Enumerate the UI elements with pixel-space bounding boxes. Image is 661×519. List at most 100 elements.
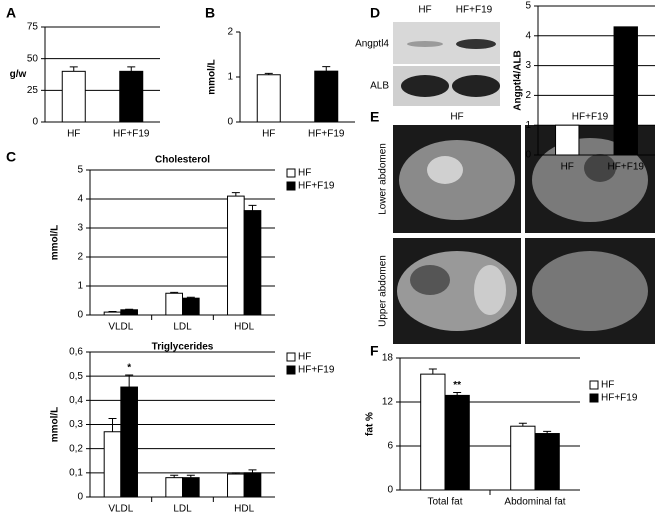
y-tick-label: 2 (77, 252, 83, 263)
legend-label: HF+F19 (601, 393, 638, 404)
mri-organ (427, 156, 463, 184)
panel-label: A (6, 5, 16, 21)
y-axis-label: mmol/L (50, 225, 61, 261)
bar (227, 195, 245, 316)
y-axis-label: Angptl4/ALB (513, 50, 524, 111)
column-label: HF (450, 112, 463, 123)
error-bar (108, 311, 117, 313)
y-tick-label: 0,2 (69, 443, 83, 454)
x-tick-label: HDL (234, 504, 254, 515)
y-tick-label: 25 (27, 85, 39, 96)
y-axis-label: mmol/L (50, 407, 61, 443)
bar (103, 311, 122, 316)
error-bar (231, 472, 240, 475)
x-tick-label: HF (262, 129, 275, 140)
bar (613, 26, 638, 156)
y-tick-label: 5 (525, 1, 531, 12)
y-tick-label: 12 (382, 397, 394, 408)
y-tick-label: 0,4 (69, 395, 83, 406)
y-tick-label: 1 (227, 72, 233, 83)
y-tick-label: 0 (77, 310, 83, 321)
y-tick-label: 2 (525, 90, 531, 101)
bar (119, 70, 144, 123)
x-tick-label: HF+F19 (608, 162, 645, 173)
row-label: Lower abdomen (378, 143, 389, 215)
legend-swatch (286, 352, 296, 362)
y-tick-label: 1 (77, 281, 83, 292)
mri-organ (584, 154, 616, 182)
x-tick-label: VLDL (108, 322, 133, 333)
y-tick-label: 0 (387, 485, 393, 496)
mri (393, 125, 655, 344)
y-tick-label: 75 (27, 22, 39, 33)
bar (103, 431, 122, 498)
chart-title: Triglycerides (152, 342, 214, 353)
bar (510, 425, 536, 491)
x-tick-label: LDL (173, 504, 192, 515)
y-tick-label: 0 (77, 492, 83, 503)
bar (182, 297, 200, 316)
panel-label: D (370, 5, 380, 21)
error-bar (543, 430, 552, 434)
error-bar (69, 66, 78, 72)
bar (120, 309, 138, 316)
bar (314, 70, 339, 123)
error-bar (170, 474, 179, 478)
row-label: Angptl4 (355, 39, 389, 50)
y-tick-label: 4 (77, 194, 83, 205)
x-tick-label: HF+F19 (113, 129, 150, 140)
annotation: * (127, 363, 131, 374)
error-bar (186, 474, 195, 478)
y-axis-label: mmol/L (207, 59, 218, 95)
legend-swatch (589, 380, 599, 390)
bar (444, 394, 470, 491)
legend-label: HF (601, 380, 614, 391)
bar (165, 477, 184, 498)
y-tick-label: 0,6 (69, 347, 83, 358)
mri-body (532, 251, 648, 331)
error-bar (428, 368, 437, 375)
bar (243, 472, 262, 498)
band (401, 75, 449, 97)
row-label: ALB (370, 81, 389, 92)
legend-label: HF (298, 168, 311, 179)
y-tick-label: 1 (525, 120, 531, 131)
error-bar (248, 204, 257, 211)
mri-organ (410, 265, 450, 295)
error-bar (264, 72, 273, 75)
legend-label: HF+F19 (298, 365, 335, 376)
error-bar (108, 417, 117, 432)
y-tick-label: 3 (525, 60, 531, 71)
blot (393, 22, 500, 106)
y-tick-label: 0 (32, 117, 38, 128)
bar (420, 373, 446, 491)
error-bar (170, 291, 179, 294)
y-tick-label: 50 (27, 53, 39, 64)
y-tick-label: 0,5 (69, 371, 83, 382)
y-tick-label: 0 (227, 117, 233, 128)
lane-label: HF (418, 5, 431, 16)
x-tick-label: VLDL (108, 504, 133, 515)
y-axis-label: fat % (365, 412, 376, 436)
x-tick-label: HF+F19 (308, 129, 345, 140)
y-tick-label: 0,1 (69, 467, 83, 478)
mri-body (532, 138, 648, 222)
mri-organ (474, 265, 506, 315)
panel-label: F (370, 343, 379, 359)
legend-swatch (589, 393, 599, 403)
legend-label: HF (298, 352, 311, 363)
y-tick-label: 18 (382, 353, 394, 364)
column-label: HF+F19 (572, 112, 609, 123)
x-tick-label: Total fat (427, 497, 462, 508)
error-bar (125, 308, 134, 310)
bar (227, 473, 245, 498)
legend-swatch (286, 365, 296, 375)
error-bar (231, 192, 240, 197)
bar (120, 386, 138, 498)
x-tick-label: HF (561, 162, 574, 173)
y-axis-label: g/w (10, 69, 27, 80)
panel-label: E (370, 109, 379, 125)
x-tick-label: LDL (173, 322, 192, 333)
y-tick-label: 2 (227, 27, 233, 38)
